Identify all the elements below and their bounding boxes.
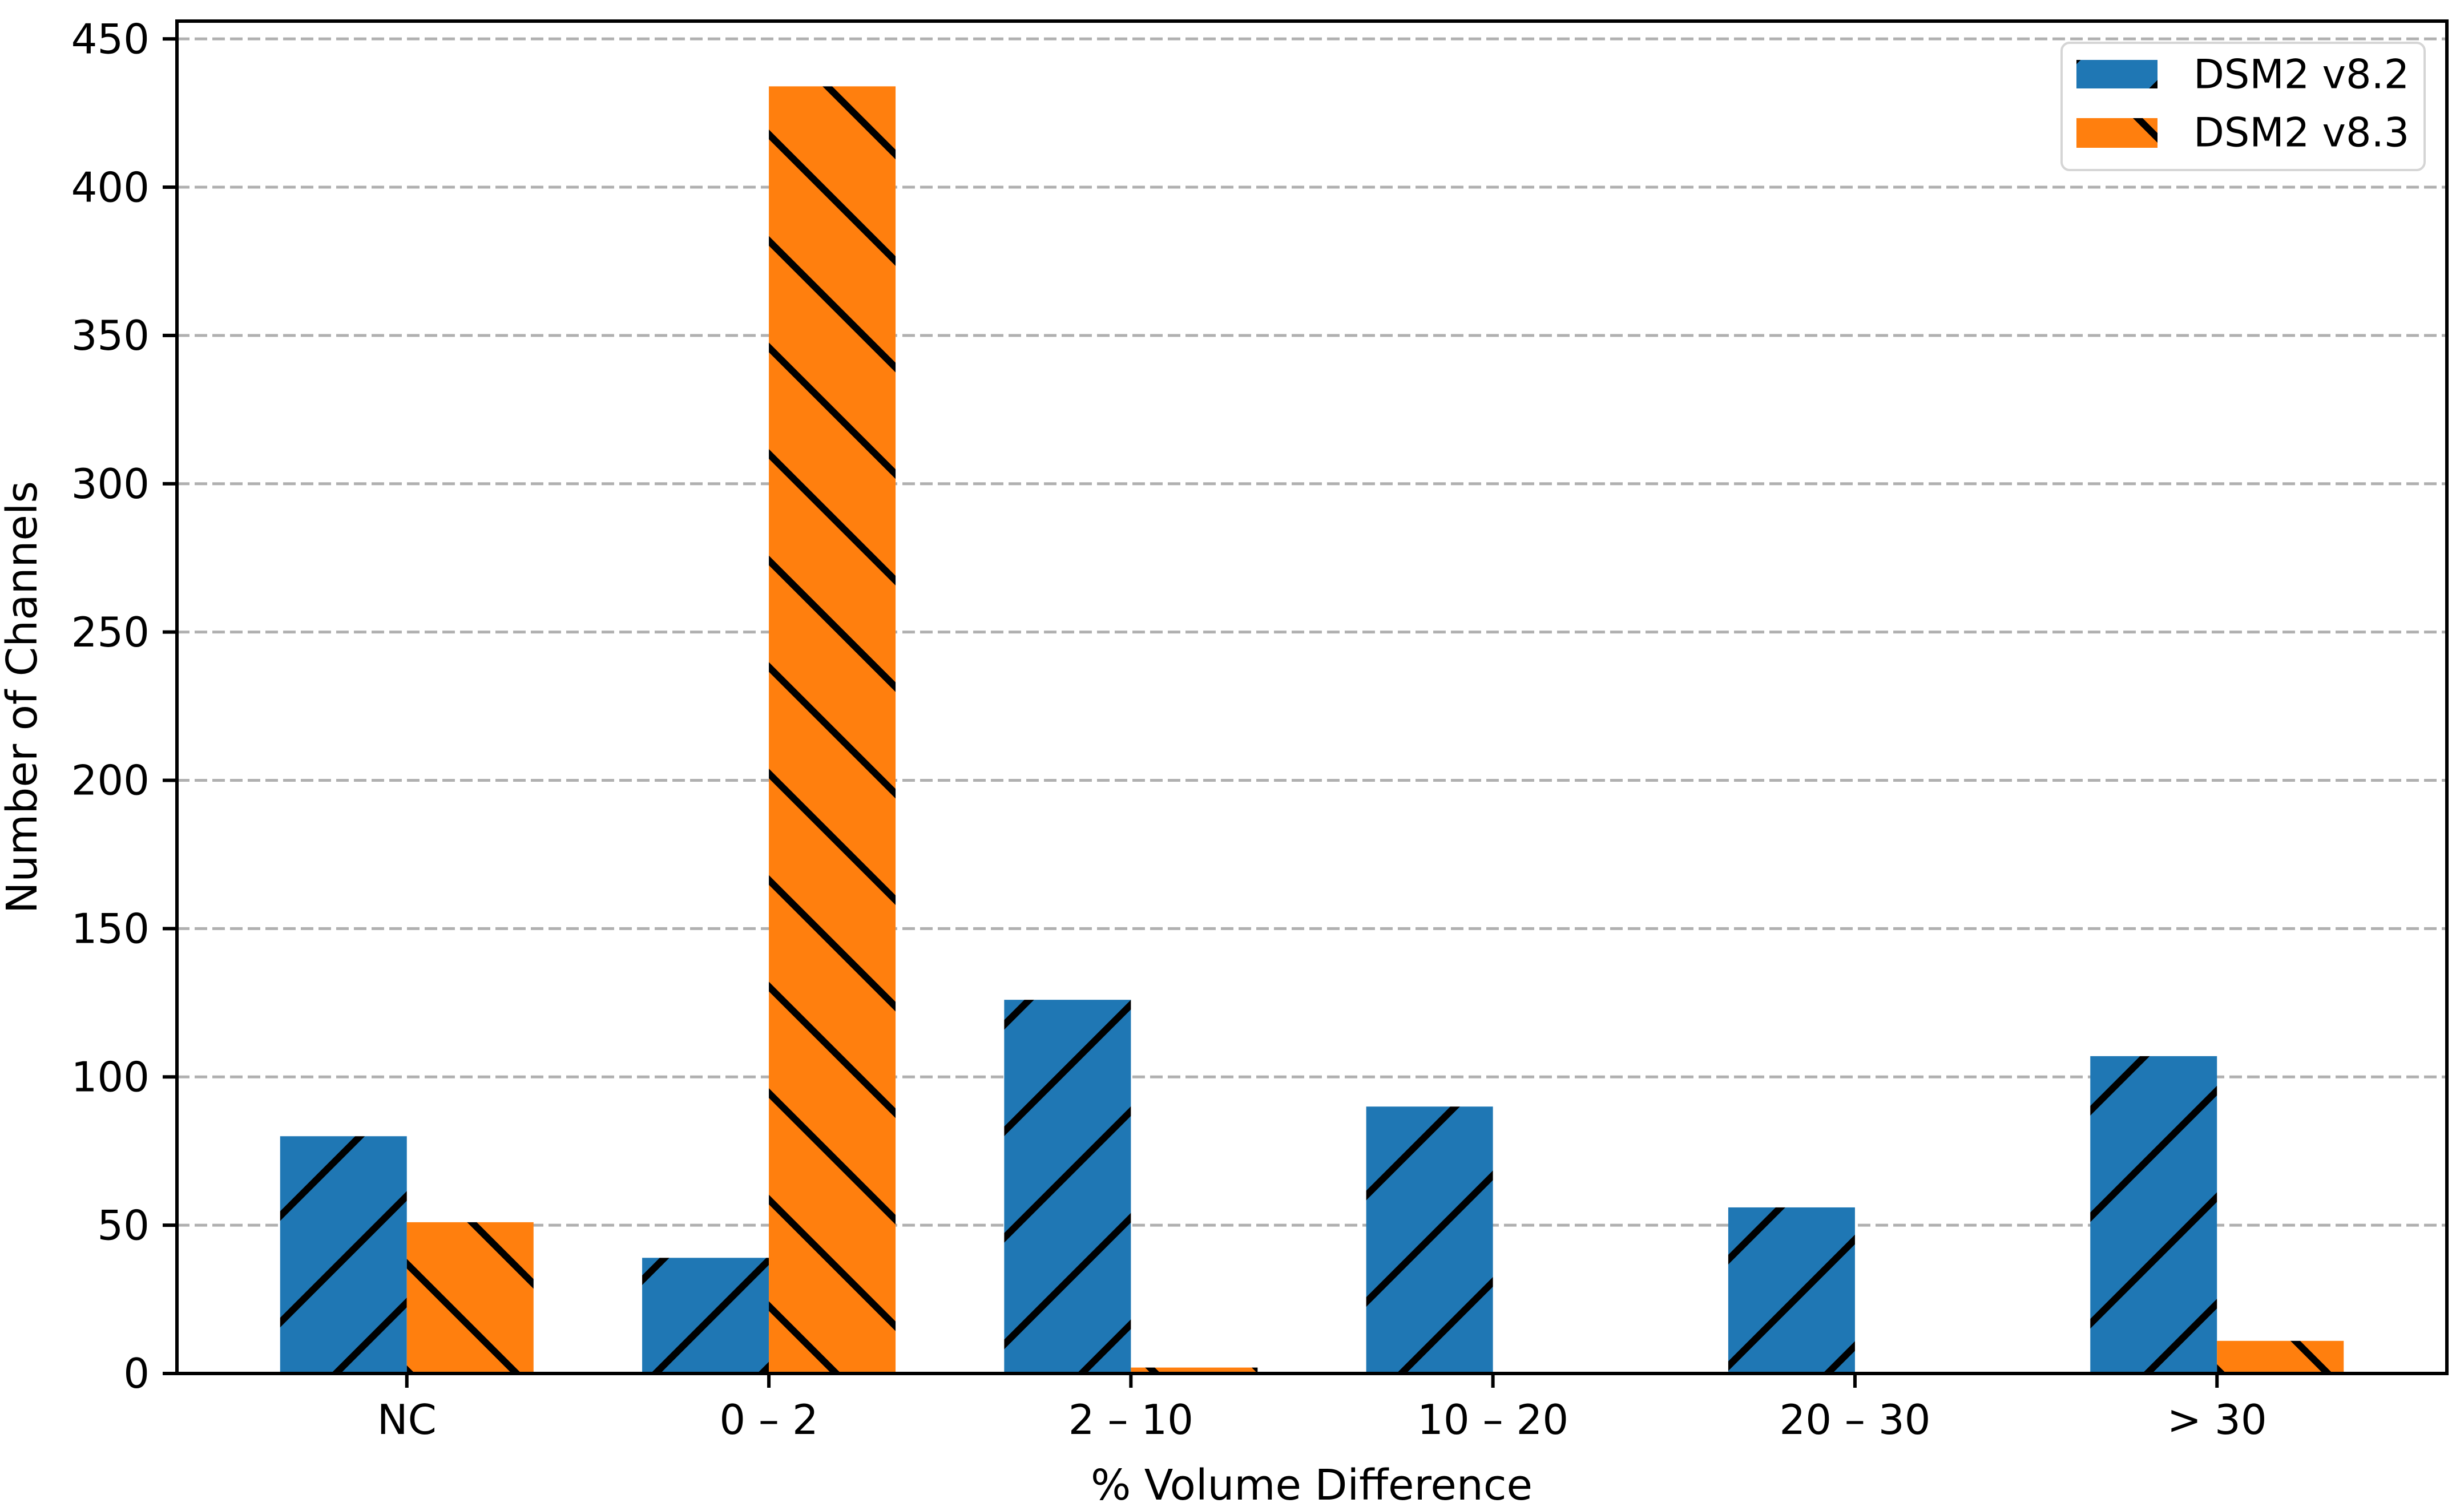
y-axis-label: Number of Channels <box>0 481 47 914</box>
y-tick-label: 450 <box>71 15 150 63</box>
y-tick-label: 200 <box>71 757 150 805</box>
axes-spines <box>175 19 2449 1375</box>
y-tick-label: 50 <box>97 1201 150 1249</box>
y-tick-labels: 0 50 100 150 200 250 300 350 400 450 <box>71 15 150 1397</box>
bar-series0-3 <box>1366 1106 1493 1373</box>
legend-swatch-dsm2-v83 <box>2076 118 2157 148</box>
legend-swatch-dsm2-v82 <box>2076 60 2157 88</box>
x-tick-label: 20 – 30 <box>1779 1396 1930 1444</box>
x-tick-label: 0 – 2 <box>719 1396 818 1444</box>
y-tick-label: 100 <box>71 1053 150 1101</box>
y-tick-label: 300 <box>71 460 150 508</box>
x-tick-label: > 30 <box>2167 1396 2267 1444</box>
y-tick-label: 400 <box>71 163 150 211</box>
y-tick-label: 0 <box>123 1350 150 1397</box>
bar-series0-4 <box>1728 1207 1855 1373</box>
bar-series0-5 <box>2090 1056 2217 1373</box>
bar-series0-1 <box>642 1258 769 1373</box>
plot-border <box>175 19 2449 1375</box>
legend-label-dsm2-v82: DSM2 v8.2 <box>2193 51 2409 98</box>
bar-series1-2 <box>1131 1367 1258 1373</box>
x-tick-label: 10 – 20 <box>1417 1396 1568 1444</box>
bar-series1-1 <box>769 86 896 1374</box>
bar-series0-2 <box>1004 1000 1131 1373</box>
y-tick-label: 350 <box>71 312 150 359</box>
x-tick-label: NC <box>377 1396 437 1444</box>
gridlines <box>177 37 2447 1227</box>
legend-label-dsm2-v83: DSM2 v8.3 <box>2193 110 2409 156</box>
bar-series0-0 <box>280 1136 407 1373</box>
bar-series1-0 <box>406 1222 534 1373</box>
bars <box>280 86 2344 1374</box>
legend: DSM2 v8.2 DSM2 v8.3 <box>2060 42 2426 171</box>
tick-marks <box>163 37 2219 1388</box>
x-tick-label: 2 – 10 <box>1068 1396 1193 1444</box>
x-tick-labels: NC 0 – 2 2 – 10 10 – 20 20 – 30 > 30 <box>377 1396 2267 1444</box>
y-tick-label: 150 <box>71 905 150 953</box>
bar-series1-5 <box>2217 1340 2344 1373</box>
x-axis-label: % Volume Difference <box>1091 1461 1533 1510</box>
y-tick-label: 250 <box>71 608 150 656</box>
